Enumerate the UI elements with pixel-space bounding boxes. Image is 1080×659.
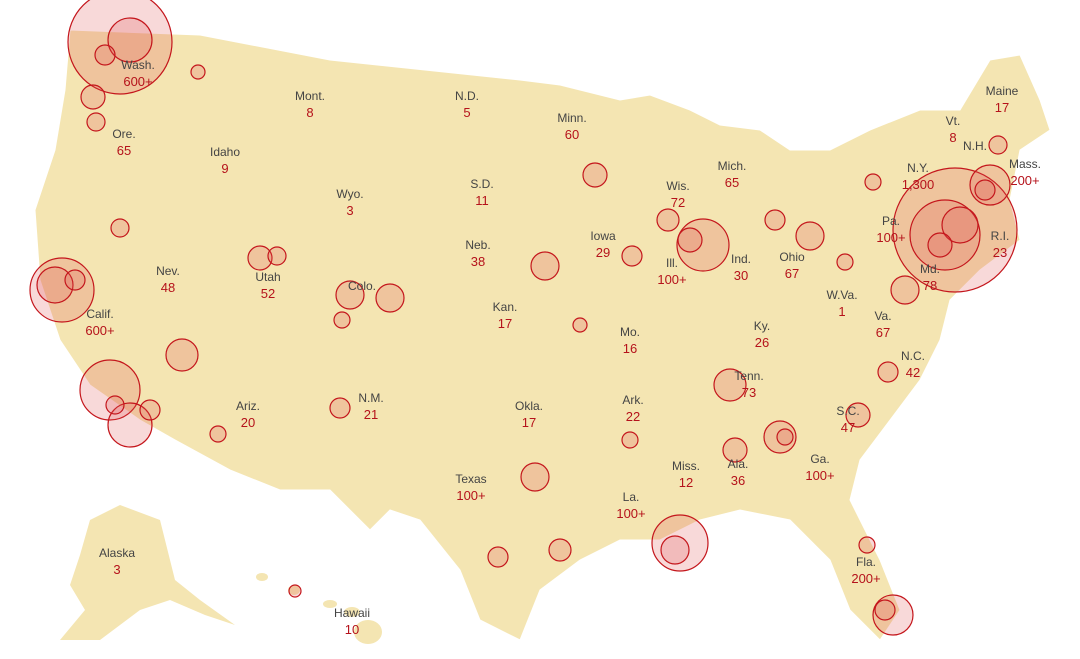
state-count: 1,300: [902, 177, 935, 192]
state-count: 21: [364, 407, 378, 422]
state-count: 67: [876, 325, 890, 340]
state-label: S.D.: [470, 177, 493, 191]
state-count: 36: [731, 473, 745, 488]
state-count: 200+: [851, 571, 880, 586]
state-count: 100+: [876, 230, 905, 245]
state-count: 17: [498, 316, 512, 331]
state-label: S.C.: [836, 404, 859, 418]
state-count: 12: [679, 475, 693, 490]
state-count: 3: [346, 203, 353, 218]
state-label: Kan.: [493, 300, 518, 314]
state-label: La.: [623, 490, 640, 504]
state-count: 17: [522, 415, 536, 430]
state-label: N.C.: [901, 349, 925, 363]
state-label: Mass.: [1009, 157, 1041, 171]
state-count: 100+: [805, 468, 834, 483]
state-count: 17: [995, 100, 1009, 115]
state-label: Mont.: [295, 89, 325, 103]
state-count: 23: [993, 245, 1007, 260]
state-label: Ariz.: [236, 399, 260, 413]
state-count: 600+: [123, 74, 152, 89]
state-label: N.Y.: [907, 161, 929, 175]
state-label: Wash.: [121, 58, 155, 72]
state-label: N.H.: [963, 139, 987, 153]
state-label: Alaska: [99, 546, 135, 560]
state-label: Nev.: [156, 264, 180, 278]
state-count: 5: [463, 105, 470, 120]
state-count: 8: [949, 130, 956, 145]
state-count: 47: [841, 420, 855, 435]
case-circles: [29, 0, 1018, 636]
state-label: Ind.: [731, 252, 751, 266]
state-label: Miss.: [672, 459, 700, 473]
state-count: 38: [471, 254, 485, 269]
state-count: 1: [838, 304, 845, 319]
us-mainland: [34, 29, 1051, 641]
state-label: W.Va.: [826, 288, 857, 302]
state-count: 100+: [456, 488, 485, 503]
state-label: Ga.: [810, 452, 829, 466]
state-count: 8: [306, 105, 313, 120]
state-count: 16: [623, 341, 637, 356]
state-label: Idaho: [210, 145, 240, 159]
state-label: N.M.: [358, 391, 383, 405]
state-label: Ohio: [779, 250, 805, 264]
state-label: Iowa: [590, 229, 616, 243]
state-label: Ore.: [112, 127, 135, 141]
state-count: 20: [241, 415, 255, 430]
state-label: Fla.: [856, 555, 876, 569]
state-count: 78: [923, 278, 937, 293]
state-label: Calif.: [86, 307, 113, 321]
state-count: 65: [117, 143, 131, 158]
state-label: Wyo.: [336, 187, 363, 201]
state-label: Mich.: [718, 159, 747, 173]
state-count: 3: [113, 562, 120, 577]
state-count: 600+: [85, 323, 114, 338]
state-count: 11: [475, 193, 489, 208]
state-count: 72: [671, 195, 685, 210]
state-label: Ill.: [666, 256, 678, 270]
hawaii: [256, 573, 382, 644]
state-label: Ala.: [728, 457, 749, 471]
state-count: 42: [906, 365, 920, 380]
state-label: R.I.: [991, 229, 1010, 243]
state-count: 26: [755, 335, 769, 350]
state-count: 60: [565, 127, 579, 142]
state-count: 100+: [616, 506, 645, 521]
state-label: Va.: [874, 309, 891, 323]
state-count: 10: [345, 622, 359, 637]
state-count: 48: [161, 280, 175, 295]
state-label: Colo.: [348, 279, 376, 293]
state-count: 52: [261, 286, 275, 301]
state-count: 67: [785, 266, 799, 281]
state-count: 65: [725, 175, 739, 190]
state-label: N.D.: [455, 89, 479, 103]
state-label: Tenn.: [734, 369, 763, 383]
state-label: Maine: [986, 84, 1019, 98]
state-count: 73: [742, 385, 756, 400]
alaska: [60, 505, 235, 640]
state-label: Md.: [920, 262, 940, 276]
state-label: Pa.: [882, 214, 900, 228]
state-label: Neb.: [465, 238, 490, 252]
state-label: Utah: [255, 270, 280, 284]
state-label: Minn.: [557, 111, 586, 125]
state-count: 9: [221, 161, 228, 176]
state-count: 22: [626, 409, 640, 424]
state-count: 30: [734, 268, 748, 283]
state-label: Mo.: [620, 325, 640, 339]
state-label: Texas: [455, 472, 486, 486]
state-label: Hawaii: [334, 606, 370, 620]
state-label: Vt.: [946, 114, 961, 128]
state-label: Ky.: [754, 319, 770, 333]
state-label: Wis.: [666, 179, 689, 193]
state-count: 200+: [1010, 173, 1039, 188]
state-label: Ark.: [622, 393, 643, 407]
state-count: 29: [596, 245, 610, 260]
state-count: 100+: [657, 272, 686, 287]
state-label: Okla.: [515, 399, 543, 413]
